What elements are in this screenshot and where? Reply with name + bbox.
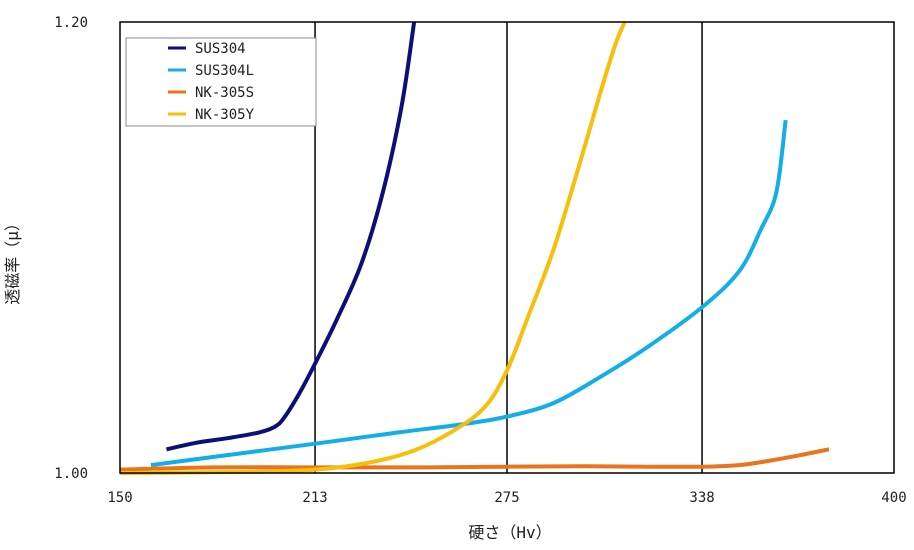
legend-label-nk-305s: NK-305S [195,85,254,101]
y-tick-label: 1.00 [54,466,88,482]
plot-frame [119,21,895,474]
y-tick-label: 1.20 [54,15,88,31]
x-tick-label: 150 [107,490,132,506]
x-tick-label: 400 [881,490,906,506]
legend-label-nk-305y: NK-305Y [195,107,255,123]
x-tick-label: 275 [494,490,519,506]
series-line-nk-305y [119,21,627,475]
series-line-sus304 [166,21,417,452]
y-axis-title: 透磁率（μ） [3,215,22,305]
legend-box [125,37,317,127]
x-axis-ticks: 150 213 275 338 400 [107,490,906,506]
y-axis-ticks: 1.00 1.20 [54,15,88,482]
series-line-sus304l [150,119,788,468]
x-tick-label: 213 [302,490,327,506]
legend-items: SUS304 SUS304L NK-305S NK-305Y [168,41,255,123]
series-layer [119,21,830,475]
x-tick-label: 338 [689,490,714,506]
x-axis-title: 硬さ（Hv） [468,523,551,542]
legend-label-sus304: SUS304 [195,41,246,57]
series-line-nk-305s [119,447,830,472]
legend: SUS304 SUS304L NK-305S NK-305Y [125,37,317,127]
legend-label-sus304l: SUS304L [195,63,254,79]
